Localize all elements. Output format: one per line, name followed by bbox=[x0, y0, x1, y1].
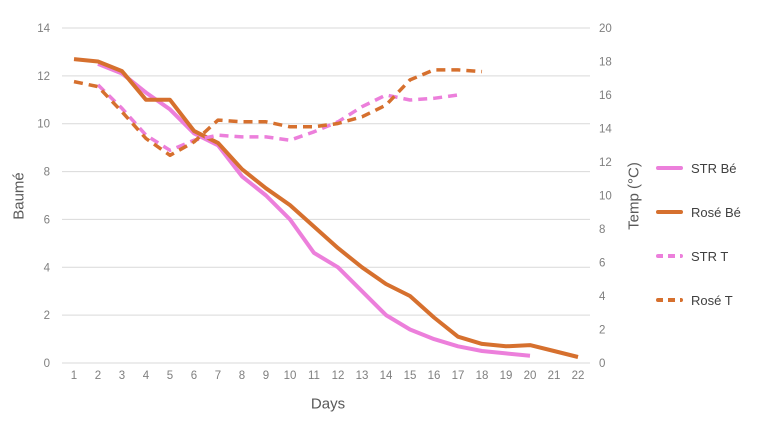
str-be-line-swatch bbox=[656, 166, 683, 170]
legend-label: Rosé Bé bbox=[691, 204, 741, 220]
str-t-line-swatch bbox=[656, 254, 683, 258]
series-line-str-t bbox=[96, 83, 459, 153]
y-right-tick-label: 14 bbox=[599, 124, 612, 136]
x-tick-label: 22 bbox=[572, 370, 585, 382]
x-tick-label: 20 bbox=[524, 370, 537, 382]
x-tick-label: 7 bbox=[215, 370, 221, 382]
legend-item-str-t: STR T bbox=[656, 234, 741, 278]
series-line-ros-b- bbox=[73, 57, 579, 359]
x-tick-label: 9 bbox=[263, 370, 269, 382]
x-axis-title: Days bbox=[310, 395, 346, 413]
y-left-tick-label: 12 bbox=[37, 71, 50, 83]
y-right-tick-label: 20 bbox=[599, 23, 612, 35]
y-right-tick-label: 6 bbox=[599, 258, 605, 270]
x-tick-label: 5 bbox=[167, 370, 173, 382]
y-left-tick-label: 8 bbox=[44, 167, 50, 179]
y-right-tick-label: 10 bbox=[599, 191, 612, 203]
x-tick-label: 13 bbox=[356, 370, 369, 382]
legend-item-str-be: STR Bé bbox=[656, 146, 741, 190]
y-right-tick-label: 0 bbox=[599, 358, 605, 370]
x-tick-label: 21 bbox=[548, 370, 561, 382]
x-tick-label: 11 bbox=[308, 370, 320, 382]
x-tick-label: 15 bbox=[404, 370, 417, 382]
x-tick-label: 3 bbox=[119, 370, 125, 382]
x-tick-label: 19 bbox=[500, 370, 513, 382]
x-tick-label: 8 bbox=[239, 370, 245, 382]
x-tick-label: 16 bbox=[428, 370, 441, 382]
rose-t-line-swatch bbox=[656, 298, 683, 302]
x-tick-label: 1 bbox=[71, 370, 77, 382]
y-left-axis-title: Baumé bbox=[10, 172, 28, 220]
legend-item-rose-be: Rosé Bé bbox=[656, 190, 741, 234]
x-tick-label: 10 bbox=[284, 370, 297, 382]
legend-item-rose-t: Rosé T bbox=[656, 278, 741, 322]
y-left-tick-label: 4 bbox=[44, 262, 51, 274]
series-line-ros-t bbox=[73, 68, 483, 158]
x-tick-label: 12 bbox=[332, 370, 345, 382]
series-line-str-b- bbox=[97, 62, 531, 358]
x-tick-label: 4 bbox=[143, 370, 150, 382]
y-left-tick-label: 6 bbox=[44, 214, 50, 226]
y-left-tick-label: 14 bbox=[37, 23, 50, 35]
x-tick-label: 2 bbox=[95, 370, 101, 382]
x-tick-label: 6 bbox=[191, 370, 197, 382]
y-right-axis-title: Temp (°C) bbox=[625, 162, 643, 230]
chart-legend: STR Bé Rosé Bé STR T Rosé T bbox=[656, 146, 741, 322]
y-right-tick-label: 18 bbox=[599, 57, 612, 69]
y-right-tick-label: 2 bbox=[599, 325, 605, 337]
y-left-tick-label: 2 bbox=[44, 310, 50, 322]
y-right-tick-label: 8 bbox=[599, 224, 605, 236]
rose-be-line-swatch bbox=[656, 210, 683, 214]
y-left-tick-label: 0 bbox=[44, 358, 50, 370]
y-right-tick-label: 4 bbox=[599, 291, 606, 303]
x-tick-label: 18 bbox=[476, 370, 489, 382]
x-tick-label: 17 bbox=[452, 370, 465, 382]
legend-label: STR Bé bbox=[691, 160, 737, 176]
y-right-tick-label: 16 bbox=[599, 90, 612, 102]
legend-label: Rosé T bbox=[691, 292, 733, 308]
y-left-tick-label: 10 bbox=[37, 119, 50, 131]
x-tick-label: 14 bbox=[380, 370, 393, 382]
y-right-tick-label: 12 bbox=[599, 157, 612, 169]
legend-label: STR T bbox=[691, 248, 729, 264]
